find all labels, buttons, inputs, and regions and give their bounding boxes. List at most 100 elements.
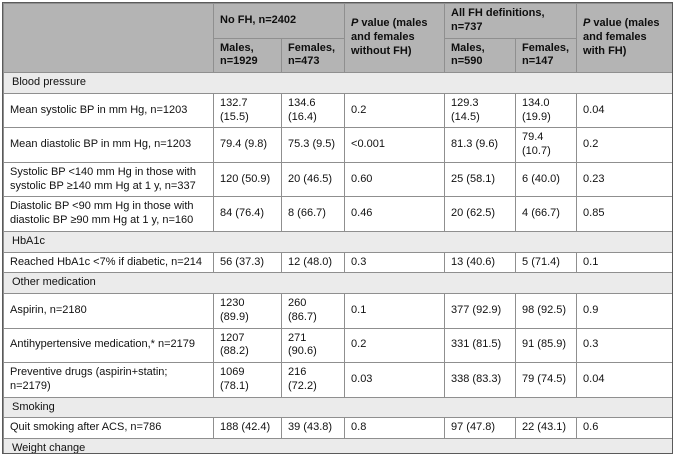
row-label: Quit smoking after ACS, n=786 — [3, 417, 214, 439]
value-cell: 0.9 — [576, 293, 672, 329]
header-row-subcolumns: Males, n=1929 Females, n=473 Males, n=590 F… — [4, 37, 673, 73]
column-header-line: Females, — [288, 41, 336, 54]
value-cell: 0.8 — [344, 417, 446, 439]
value-cell: 0.1 — [576, 251, 672, 274]
value-cell: 338 (83.3) — [444, 362, 517, 398]
table-row: Mean systolic BP in mm Hg, n=1203 132.7 (… — [3, 92, 672, 129]
column-header-males-no-fh: Males, n=1929 — [213, 37, 282, 73]
row-label: Diastolic BP <90 mm Hg in those with dia… — [3, 196, 214, 232]
p-italic: P — [583, 17, 591, 30]
section-header-row: Smoking — [3, 396, 672, 419]
value-cell: 75.3 (9.5) — [280, 127, 346, 163]
value-cell: 0.04 — [576, 362, 672, 398]
table-row: Systolic BP <140 mm Hg in those with sys… — [3, 161, 672, 198]
value-cell: 25 (58.1) — [444, 161, 517, 198]
value-cell: 5 (71.4) — [515, 251, 578, 274]
value-cell: 216 (72.2) — [280, 362, 346, 398]
value-cell: 8 (66.7) — [280, 196, 346, 232]
value-cell: 22 (43.1) — [515, 417, 578, 439]
table-body: Blood pressure Mean systolic BP in mm Hg,… — [3, 72, 672, 453]
table-header: No FH, n=2402 P value (males and females… — [3, 3, 673, 73]
value-cell: 0.04 — [576, 92, 672, 129]
value-cell: 0.2 — [344, 92, 446, 129]
value-cell: 56 (37.3) — [213, 251, 282, 274]
column-header-line: n=1929 — [220, 55, 258, 68]
value-cell: 1207 (88.2) — [213, 327, 282, 363]
value-cell: 132.7 (15.5) — [213, 92, 282, 129]
row-label: Antihypertensive medication,* n=2179 — [3, 327, 214, 363]
row-label: Mean systolic BP in mm Hg, n=1203 — [3, 92, 214, 129]
value-cell: 0.23 — [576, 161, 672, 198]
value-cell: 97 (47.8) — [444, 417, 517, 439]
value-cell: 0.2 — [576, 127, 672, 163]
section-header-row: HbA1c — [3, 230, 672, 253]
value-cell: 260 (86.7) — [280, 293, 346, 329]
value-cell: 0.3 — [576, 327, 672, 363]
table-row: Mean diastolic BP in mm Hg, n=1203 79.4 (… — [3, 127, 672, 163]
column-header-line: Females, — [522, 41, 570, 54]
value-cell: 4 (66.7) — [515, 196, 578, 232]
value-cell: 0.60 — [344, 161, 446, 198]
column-header-line: n=473 — [288, 55, 320, 68]
p-rest: value (males and females with FH) — [583, 17, 660, 57]
column-header-line: n=147 — [522, 55, 554, 68]
value-cell: 13 (40.6) — [444, 251, 517, 274]
value-cell: 0.3 — [344, 251, 446, 274]
p-value-header-without-fh: P value (males and females without FH) — [344, 3, 446, 73]
row-label: Mean diastolic BP in mm Hg, n=1203 — [3, 127, 214, 163]
table-row: Quit smoking after ACS, n=786 188 (42.4) 3… — [3, 417, 672, 439]
column-header-males-fh: Males, n=590 — [444, 37, 517, 73]
table-row: Antihypertensive medication,* n=2179 1207… — [3, 327, 672, 363]
value-cell: 0.2 — [344, 327, 446, 363]
column-header-line: n=590 — [451, 55, 483, 68]
value-cell: 91 (85.9) — [515, 327, 578, 363]
header-row-groups: No FH, n=2402 P value (males and females… — [3, 3, 672, 73]
value-cell: 0.85 — [576, 196, 672, 232]
row-label: Aspirin, n=2180 — [3, 293, 214, 329]
group-header-all-fh: All FH definitions, n=737 — [444, 3, 578, 39]
corner-cell — [3, 3, 214, 73]
value-cell: 79.4 (9.8) — [213, 127, 282, 163]
value-cell: 39 (43.8) — [280, 417, 346, 439]
p-value-header-with-fh: P value (males and females with FH) — [576, 3, 672, 73]
value-cell: 129.3 (14.5) — [444, 92, 517, 129]
p-italic: P — [351, 17, 359, 30]
value-cell: 0.6 — [576, 417, 672, 439]
table-row: Reached HbA1c <7% if diabetic, n=214 56 (… — [3, 251, 672, 274]
value-cell: 20 (62.5) — [444, 196, 517, 232]
value-cell: 1230 (89.9) — [213, 293, 282, 329]
row-label: Systolic BP <140 mm Hg in those with sys… — [3, 161, 214, 198]
value-cell: 12 (48.0) — [280, 251, 346, 274]
table-row: Aspirin, n=2180 1230 (89.9) 260 (86.7) 0.1 3… — [3, 293, 672, 329]
value-cell: 1069 (78.1) — [213, 362, 282, 398]
value-cell: 81.3 (9.6) — [444, 127, 517, 163]
value-cell: 0.03 — [344, 362, 446, 398]
column-header-females-fh: Females, n=147 — [515, 37, 578, 73]
table-row: Preventive drugs (aspirin+statin; n=2179… — [3, 362, 672, 398]
section-header-row: Blood pressure — [3, 72, 672, 94]
column-header-line: Males, — [220, 41, 254, 54]
value-cell: 0.1 — [344, 293, 446, 329]
section-header-row: Other medication — [3, 272, 672, 294]
value-cell: 271 (90.6) — [280, 327, 346, 363]
section-title: Smoking — [3, 396, 672, 419]
value-cell: 331 (81.5) — [444, 327, 517, 363]
value-cell: 0.46 — [344, 196, 446, 232]
section-title: HbA1c — [3, 230, 672, 253]
value-cell: 188 (42.4) — [213, 417, 282, 439]
section-title: Other medication — [3, 272, 672, 294]
value-cell: 134.6 (16.4) — [280, 92, 346, 129]
p-rest: value (males and females without FH) — [351, 17, 428, 57]
section-title: Weight change — [3, 438, 672, 453]
value-cell: 134.0 (19.9) — [515, 92, 578, 129]
group-header-no-fh: No FH, n=2402 — [212, 3, 346, 39]
section-title: Blood pressure — [3, 72, 672, 94]
value-cell: 377 (92.9) — [444, 293, 517, 329]
value-cell: 79 (74.5) — [515, 362, 578, 398]
summary-table: No FH, n=2402 P value (males and females… — [3, 3, 673, 453]
value-cell: 120 (50.9) — [213, 161, 282, 198]
value-cell: 79.4 (10.7) — [515, 127, 578, 163]
value-cell: 6 (40.0) — [515, 161, 578, 198]
value-cell: 20 (46.5) — [280, 161, 346, 198]
